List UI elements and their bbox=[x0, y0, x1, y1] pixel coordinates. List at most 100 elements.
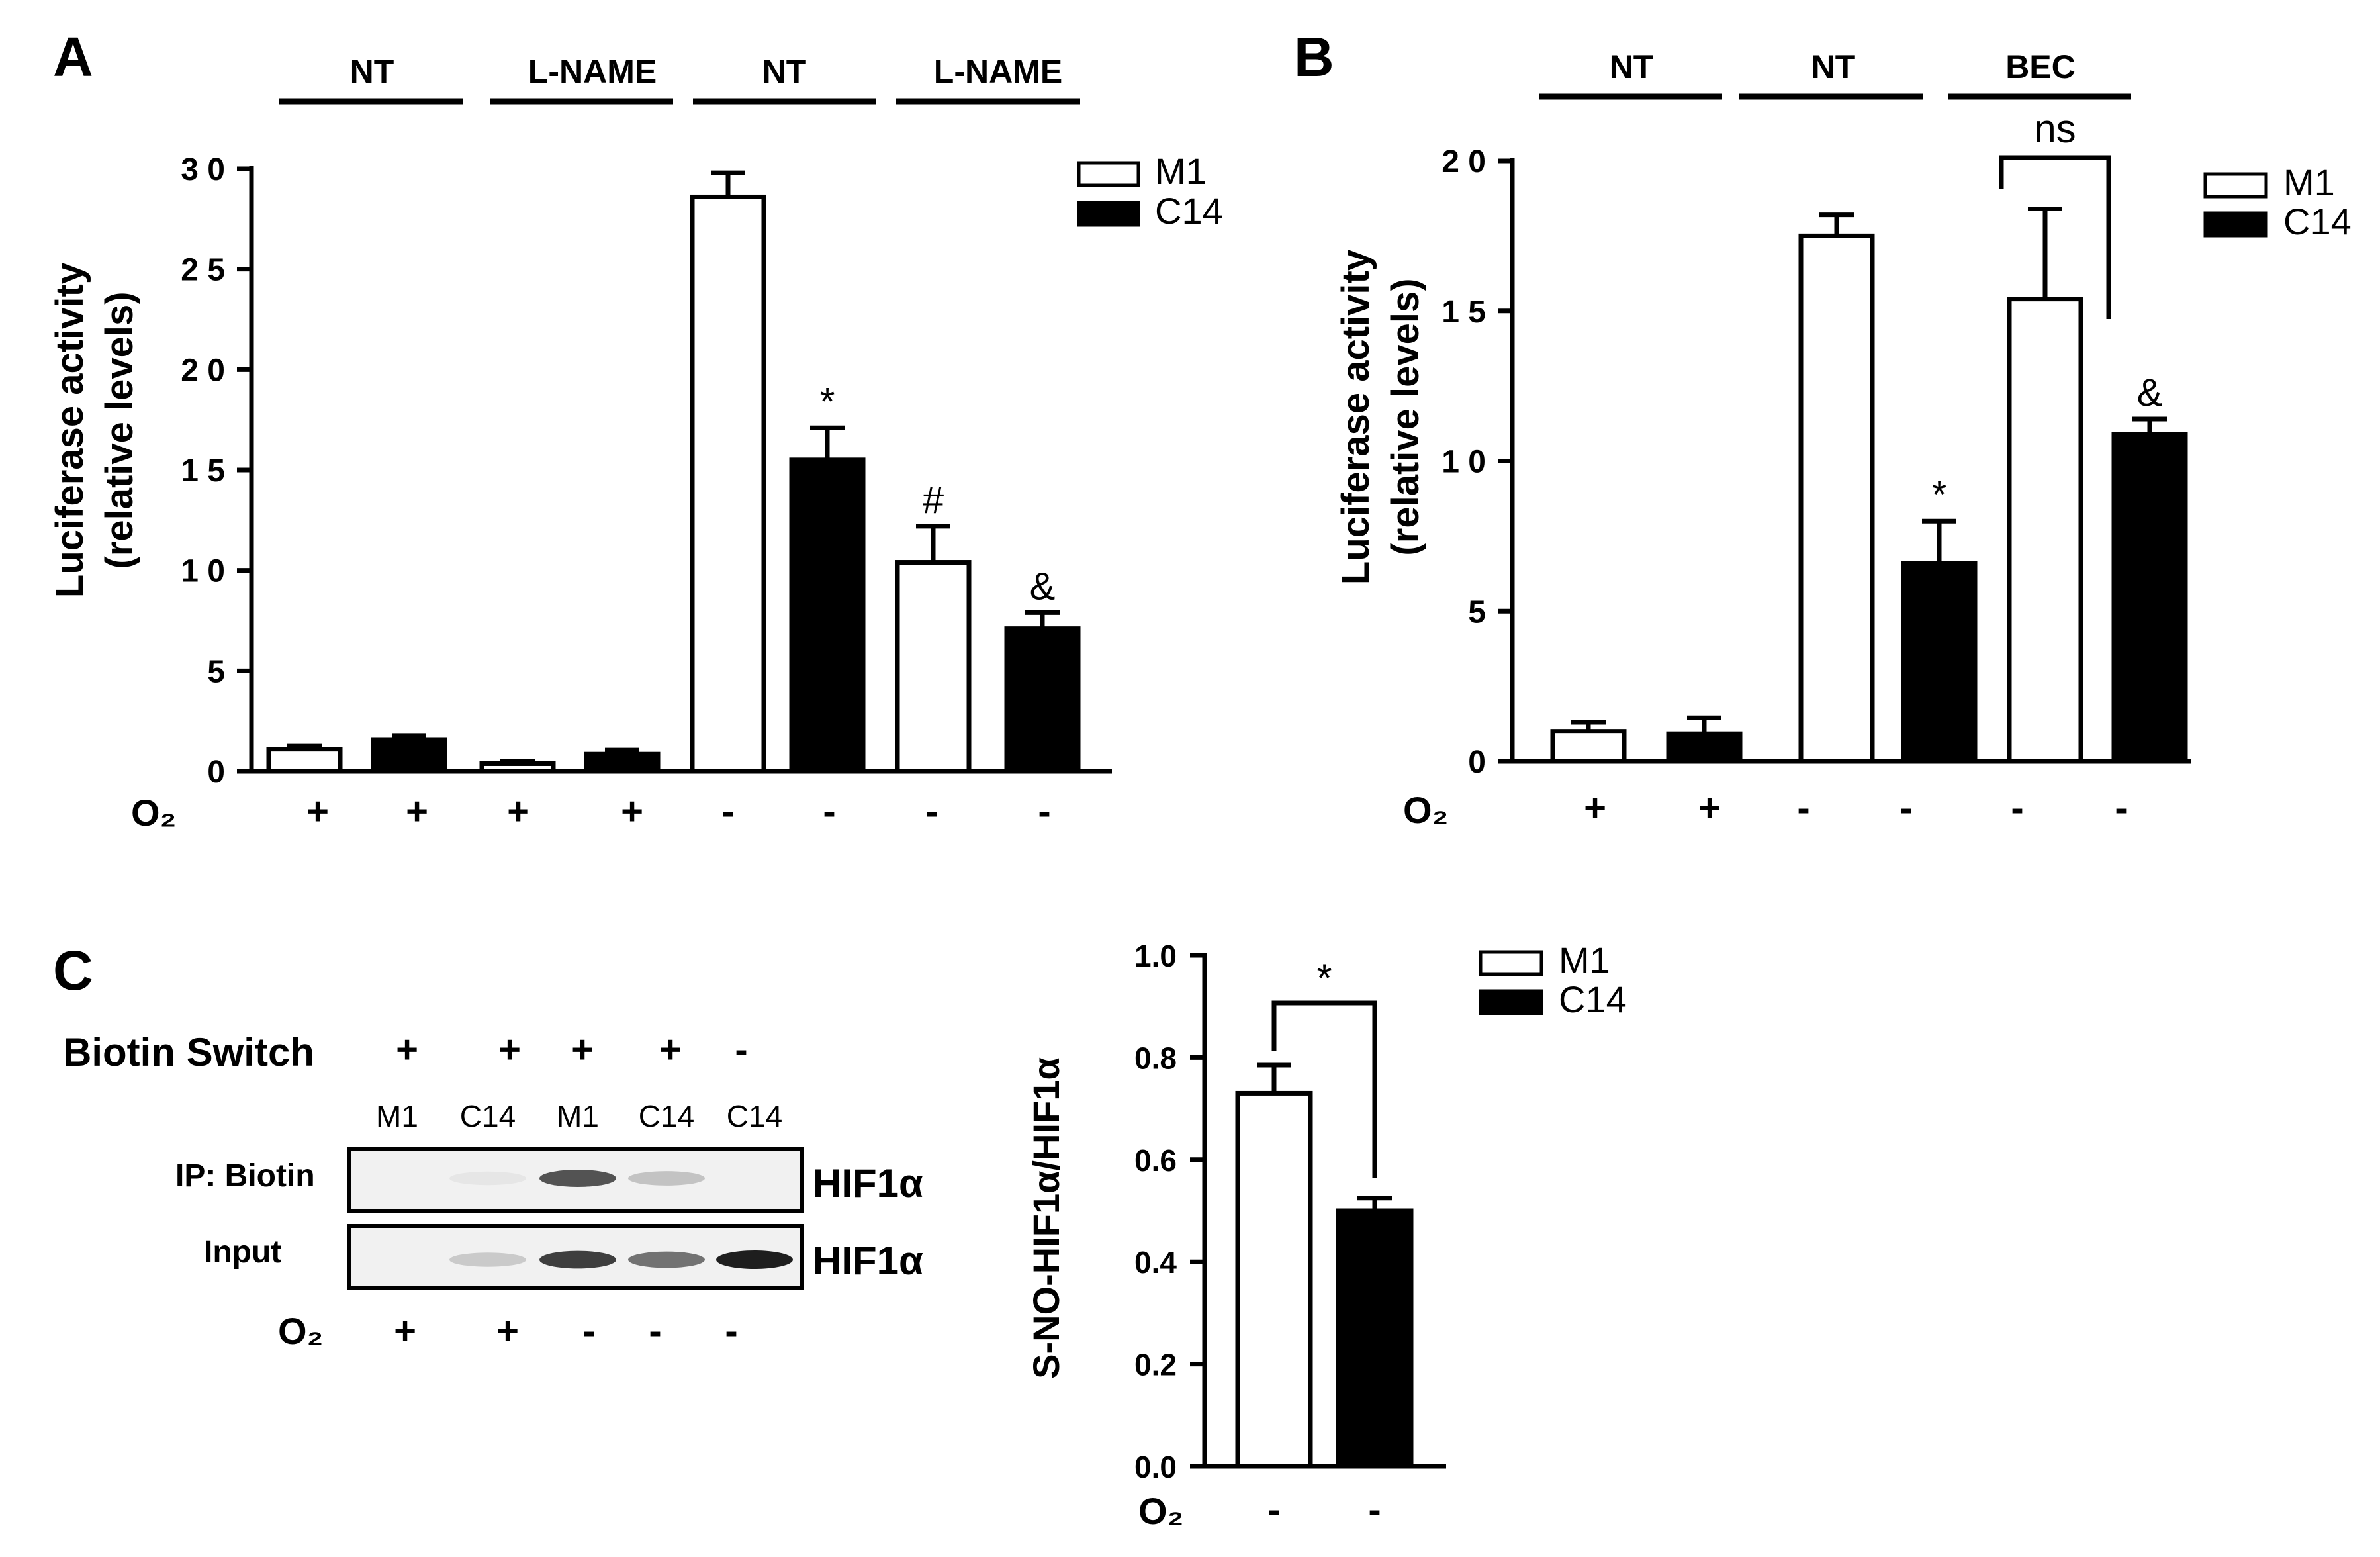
bar bbox=[1798, 233, 1875, 764]
blot-bands bbox=[449, 1170, 705, 1187]
panel-c-bar-o2-label: O₂ bbox=[1138, 1490, 1183, 1532]
legend-label-c14: C14 bbox=[2283, 201, 2352, 242]
o2-sign: - bbox=[721, 790, 734, 833]
y-tick-label: 0.6 bbox=[1134, 1143, 1177, 1178]
panel-a-group-label: NT bbox=[762, 53, 807, 90]
o2-sign: - bbox=[1797, 786, 1809, 829]
biotin-sign: + bbox=[571, 1028, 594, 1071]
significance-marker: * bbox=[1932, 473, 1947, 516]
panel-a-axes: 0 5 1 0 1 5 2 0 2 5 3 0 bbox=[181, 152, 1112, 790]
panel-b: B NT NT BEC Luciferase activity (relativ… bbox=[1294, 26, 2352, 831]
blot-protein-label: HIF1α bbox=[813, 1239, 923, 1283]
legend-label-c14: C14 bbox=[1559, 978, 1627, 1020]
y-tick-label: 2 0 bbox=[181, 353, 225, 388]
o2-sign: - bbox=[1267, 1488, 1280, 1531]
y-tick-label: 0.0 bbox=[1134, 1450, 1177, 1484]
bar bbox=[1666, 731, 1743, 764]
y-tick-label: 2 5 bbox=[181, 253, 225, 288]
blot-band bbox=[716, 1250, 793, 1269]
panel-b-o2-row: + + - - - - bbox=[1584, 786, 2128, 829]
panel-c-legend: M1 C14 bbox=[1479, 939, 1627, 1020]
legend-label-c14: C14 bbox=[1155, 190, 1223, 232]
o2-sign: - bbox=[1368, 1488, 1381, 1531]
bar bbox=[895, 560, 972, 774]
panel-c-o2-row: + + - - - bbox=[394, 1309, 738, 1352]
o2-sign: + bbox=[621, 790, 643, 833]
blot-band bbox=[539, 1250, 616, 1269]
y-tick-label: 5 bbox=[207, 654, 225, 689]
bar bbox=[1550, 729, 1627, 764]
legend-swatch-m1 bbox=[1077, 161, 1140, 187]
significance-marker: * bbox=[820, 380, 835, 423]
o2-sign: + bbox=[1698, 786, 1721, 829]
significance-bracket-label: * bbox=[1316, 956, 1332, 1000]
o2-sign: + bbox=[1584, 786, 1606, 829]
bar bbox=[2007, 297, 2083, 764]
o2-sign: + bbox=[507, 790, 529, 833]
bar bbox=[371, 737, 447, 774]
panel-c-o2-label: O₂ bbox=[278, 1310, 323, 1352]
y-tick-label: 2 0 bbox=[1442, 144, 1486, 179]
panel-b-bars: *& bbox=[1550, 207, 2188, 764]
legend-swatch-c14 bbox=[2203, 211, 2268, 238]
o2-sign: - bbox=[725, 1309, 737, 1352]
blot-band bbox=[539, 1170, 616, 1187]
legend-swatch-m1 bbox=[1479, 950, 1543, 976]
western-blot-ip: IP: Biotin HIF1α bbox=[175, 1147, 923, 1213]
o2-sign: - bbox=[1899, 786, 1912, 829]
o2-sign: - bbox=[925, 790, 938, 833]
blot-band bbox=[628, 1251, 705, 1268]
blot-bands bbox=[449, 1250, 793, 1269]
o2-sign: + bbox=[496, 1309, 519, 1352]
y-tick-label: 1 0 bbox=[1442, 445, 1486, 480]
panel-a-group-label: NT bbox=[350, 53, 394, 90]
biotin-switch-row: + + + + - bbox=[396, 1028, 748, 1071]
biotin-switch-label: Biotin Switch bbox=[63, 1030, 314, 1074]
panel-b-group-label: BEC bbox=[2005, 48, 2076, 85]
o2-sign: - bbox=[649, 1309, 661, 1352]
lane-label: M1 bbox=[376, 1099, 418, 1133]
western-blot-input: Input HIF1α bbox=[204, 1224, 923, 1290]
panel-a-ylabel-line2: (relative levels) bbox=[98, 291, 141, 569]
panel-b-letter: B bbox=[1294, 26, 1334, 88]
panel-b-ylabel-line1: Luciferase activity bbox=[1334, 250, 1377, 585]
blot-row-label: IP: Biotin bbox=[175, 1158, 315, 1194]
o2-sign: + bbox=[306, 790, 329, 833]
bar bbox=[1004, 626, 1081, 774]
y-tick-label: 0 bbox=[207, 755, 225, 790]
blot-frame bbox=[347, 1147, 804, 1213]
lane-label-row: M1 C14 M1 C14 C14 bbox=[376, 1099, 782, 1133]
panel-a-legend: M1 C14 bbox=[1077, 150, 1223, 232]
y-tick-label: 5 bbox=[1468, 594, 1486, 630]
panel-c-letter: C bbox=[53, 939, 93, 1002]
panel-a-group-headers: NT L-NAME NT L-NAME bbox=[279, 53, 1080, 105]
lane-label: C14 bbox=[727, 1099, 782, 1133]
y-tick-label: 1 0 bbox=[181, 554, 225, 589]
blot-band bbox=[449, 1171, 526, 1186]
panel-a-letter: A bbox=[53, 26, 93, 88]
panel-b-legend: M1 C14 bbox=[2203, 162, 2352, 242]
lane-label: C14 bbox=[639, 1099, 694, 1133]
panel-a-o2-row: + + + + - - - - bbox=[306, 790, 1051, 833]
panel-b-ns-bracket: ns bbox=[1999, 107, 2111, 319]
panel-b-group-label: NT bbox=[1811, 48, 1856, 85]
legend-swatch-c14 bbox=[1479, 989, 1543, 1015]
panel-b-group-label: NT bbox=[1610, 48, 1654, 85]
panel-c-bar-o2-row: -- bbox=[1267, 1488, 1381, 1531]
panel-b-ylabel-line2: (relative levels) bbox=[1384, 278, 1427, 555]
lane-label: M1 bbox=[557, 1099, 599, 1133]
biotin-sign: - bbox=[735, 1028, 747, 1071]
panel-a-o2-label: O₂ bbox=[131, 792, 176, 833]
panel-c: C Biotin Switch + + + + - M1 C14 M1 C14 C14 IP: … bbox=[53, 939, 1627, 1532]
y-tick-label: 3 0 bbox=[181, 152, 225, 187]
ns-bracket-line bbox=[1999, 155, 2111, 319]
y-tick-label: 0.8 bbox=[1134, 1041, 1177, 1075]
o2-sign: - bbox=[582, 1309, 595, 1352]
bar bbox=[1901, 561, 1978, 764]
o2-sign: - bbox=[2011, 786, 2023, 829]
biotin-sign: + bbox=[396, 1028, 418, 1071]
biotin-sign: + bbox=[498, 1028, 521, 1071]
blot-row-label: Input bbox=[204, 1235, 281, 1270]
panel-a-ylabel-line1: Luciferase activity bbox=[48, 263, 91, 598]
legend-label-m1: M1 bbox=[1155, 150, 1207, 192]
